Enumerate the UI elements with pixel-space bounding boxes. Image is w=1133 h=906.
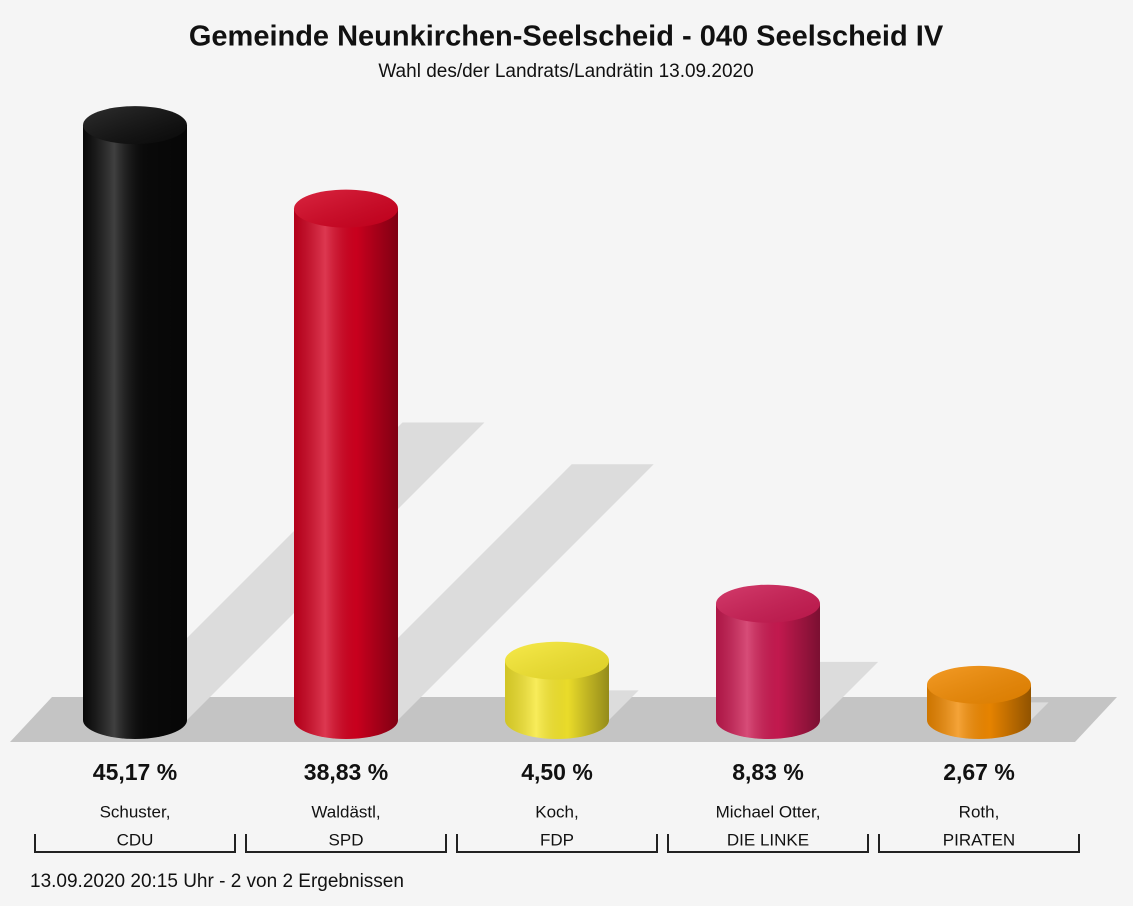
chart-subtitle: Wahl des/der Landrats/Landrätin 13.09.20…	[378, 61, 753, 82]
category-bracket	[34, 834, 236, 853]
bar-top-shading	[716, 584, 820, 623]
category-bracket	[245, 834, 447, 853]
bar-shading	[294, 208, 398, 740]
x-tick-label: SPD	[329, 830, 364, 849]
value-label: 45,17 %	[93, 759, 177, 785]
bars	[83, 106, 1031, 740]
x-tick-label: Michael Otter,	[716, 802, 821, 821]
x-tick-label: DIE LINKE	[727, 830, 809, 849]
value-label: 2,67 %	[943, 759, 1015, 785]
bar-shading	[716, 603, 820, 739]
x-tick-label: CDU	[117, 830, 154, 849]
bar-top-shading	[505, 641, 609, 680]
x-tick-label: FDP	[540, 830, 574, 849]
value-label: 4,50 %	[521, 759, 593, 785]
x-tick-label: Waldästl,	[311, 802, 380, 821]
footnote: 13.09.2020 20:15 Uhr - 2 von 2 Ergebniss…	[30, 871, 404, 892]
category-bracket	[667, 834, 869, 853]
bar-top-shading	[294, 189, 398, 228]
bar-top-shading	[83, 106, 187, 145]
bar-shading	[505, 660, 609, 739]
bar-shading	[83, 125, 187, 740]
value-label: 38,83 %	[304, 759, 388, 785]
x-tick-label: PIRATEN	[943, 830, 1015, 849]
chart-title: Gemeinde Neunkirchen-Seelscheid - 040 Se…	[189, 21, 944, 53]
category-bracket	[878, 834, 1080, 853]
bar-shadow	[316, 464, 654, 720]
x-tick-label: Roth,	[959, 802, 1000, 821]
x-tick-label: Koch,	[535, 802, 578, 821]
category-bracket	[456, 834, 658, 853]
value-label: 8,83 %	[732, 759, 804, 785]
bar-top-shading	[927, 665, 1031, 704]
x-tick-label: Schuster,	[100, 802, 171, 821]
